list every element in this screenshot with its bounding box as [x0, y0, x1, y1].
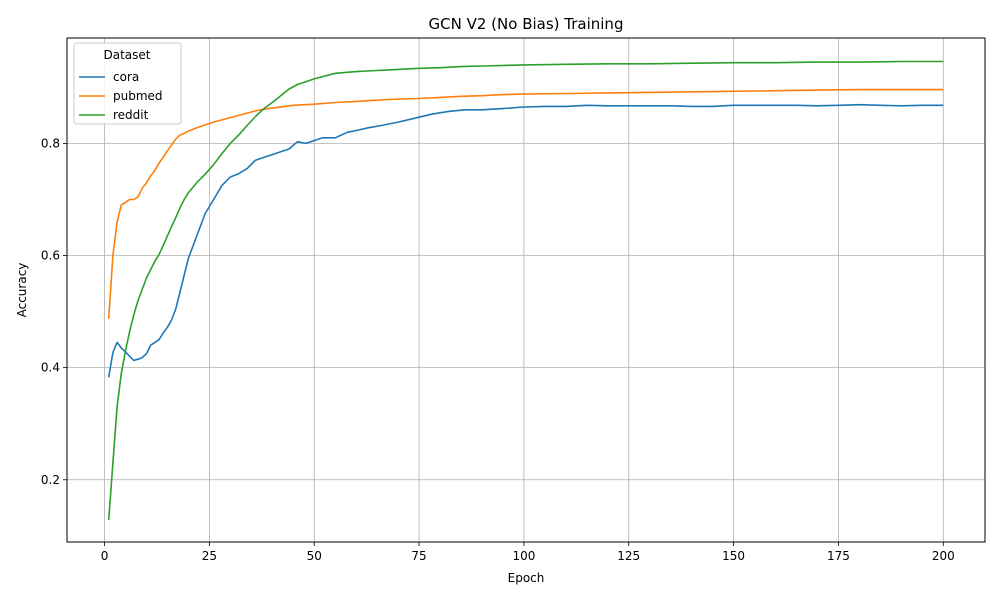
x-axis: 0 25 50 75 100 125 150 175 200	[101, 542, 955, 563]
y-tick-label: 0.6	[41, 249, 60, 263]
x-tick-label: 125	[617, 549, 640, 563]
legend-label-reddit: reddit	[113, 108, 149, 122]
legend-title: Dataset	[104, 48, 151, 62]
x-tick-label: 50	[307, 549, 322, 563]
grid	[67, 38, 985, 542]
series-line-pubmed	[107, 88, 944, 319]
plot-frame	[66, 37, 986, 543]
x-tick-label: 200	[932, 549, 955, 563]
legend-label-cora: cora	[113, 70, 139, 84]
series-layer	[107, 60, 944, 521]
x-axis-title: Epoch	[508, 571, 545, 585]
x-tick-label: 0	[101, 549, 109, 563]
chart-title: GCN V2 (No Bias) Training	[429, 15, 624, 33]
y-tick-label: 0.8	[41, 136, 60, 150]
y-axis: 0.2 0.4 0.6 0.8	[41, 136, 67, 487]
x-tick-label: 25	[202, 549, 217, 563]
x-tick-label: 175	[827, 549, 850, 563]
y-tick-label: 0.4	[41, 361, 60, 375]
legend-label-pubmed: pubmed	[113, 89, 163, 103]
series-line-reddit	[107, 60, 944, 521]
x-tick-label: 150	[722, 549, 745, 563]
legend: Dataset cora pubmed reddit	[73, 42, 182, 125]
y-tick-label: 0.2	[41, 473, 60, 487]
x-tick-label: 75	[411, 549, 426, 563]
y-axis-title: Accuracy	[15, 263, 29, 318]
series-line-cora	[107, 103, 944, 378]
x-tick-label: 100	[512, 549, 535, 563]
legend-box	[73, 42, 182, 125]
